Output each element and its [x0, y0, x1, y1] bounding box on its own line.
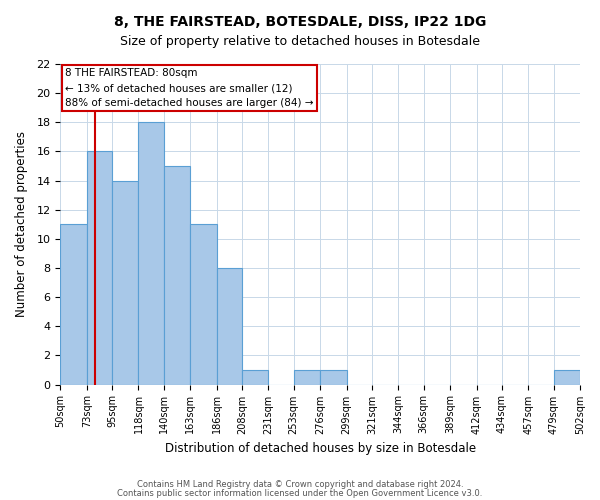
- Bar: [139, 122, 164, 384]
- Bar: [164, 166, 190, 384]
- Text: 8, THE FAIRSTEAD, BOTESDALE, DISS, IP22 1DG: 8, THE FAIRSTEAD, BOTESDALE, DISS, IP22 …: [114, 15, 486, 29]
- Y-axis label: Number of detached properties: Number of detached properties: [15, 132, 28, 318]
- Text: Size of property relative to detached houses in Botesdale: Size of property relative to detached ho…: [120, 35, 480, 48]
- Bar: [61, 224, 87, 384]
- Bar: [554, 370, 580, 384]
- Bar: [217, 268, 242, 384]
- Bar: [87, 152, 112, 384]
- Bar: [294, 370, 320, 384]
- Bar: [112, 180, 139, 384]
- Text: Contains HM Land Registry data © Crown copyright and database right 2024.: Contains HM Land Registry data © Crown c…: [137, 480, 463, 489]
- Bar: [320, 370, 347, 384]
- Text: 8 THE FAIRSTEAD: 80sqm
← 13% of detached houses are smaller (12)
88% of semi-det: 8 THE FAIRSTEAD: 80sqm ← 13% of detached…: [65, 68, 313, 108]
- Bar: [190, 224, 217, 384]
- X-axis label: Distribution of detached houses by size in Botesdale: Distribution of detached houses by size …: [164, 442, 476, 455]
- Text: Contains public sector information licensed under the Open Government Licence v3: Contains public sector information licen…: [118, 489, 482, 498]
- Bar: [242, 370, 268, 384]
